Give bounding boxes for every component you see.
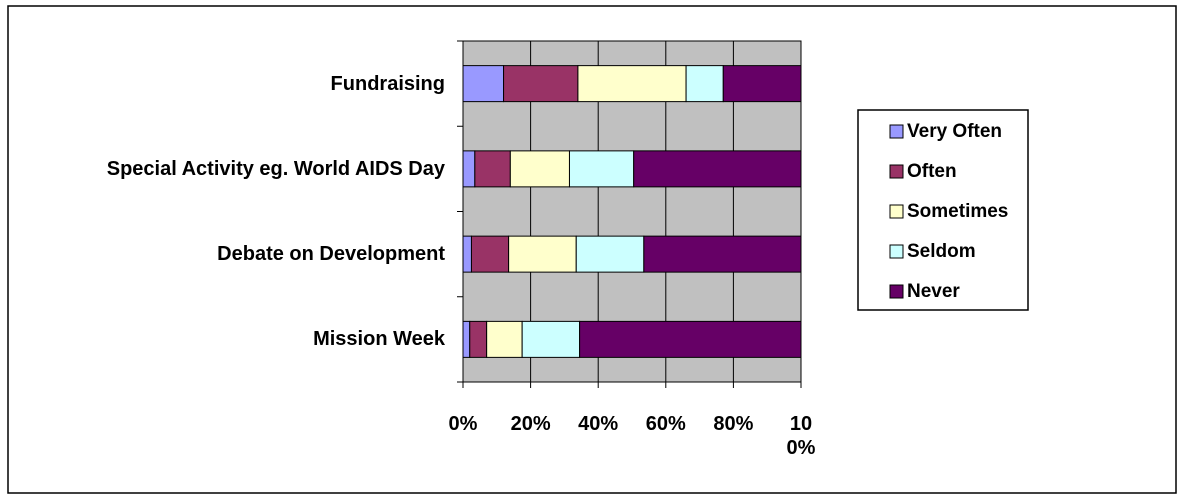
y-tick-label: Special Activity eg. World AIDS Day — [106, 157, 445, 180]
bar-segment — [462, 150, 476, 188]
legend-label: Often — [907, 161, 957, 182]
legend-swatch — [889, 124, 904, 139]
category-label-box: Debate on Development — [25, 242, 445, 266]
x-tick-label: 40% — [578, 413, 619, 435]
bar-segment — [470, 235, 510, 273]
bar-segment — [503, 65, 579, 103]
bar-segment — [643, 235, 802, 273]
bar-segment — [633, 150, 802, 188]
bar-segment — [685, 65, 724, 103]
x-tick-label: 100% — [786, 413, 816, 459]
category-label-box: Mission Week — [25, 327, 445, 351]
bar-segment — [462, 65, 505, 103]
bar-segment — [575, 235, 645, 273]
bar-segment — [722, 65, 802, 103]
legend-label: Sometimes — [907, 201, 1009, 222]
y-tick-label: Debate on Development — [217, 243, 445, 266]
x-tick-label: 0% — [448, 413, 478, 435]
bar-segment — [509, 150, 570, 188]
bar-segment — [462, 320, 471, 358]
bar-segment — [579, 320, 802, 358]
category-label-box: Special Activity eg. World AIDS Day — [25, 157, 445, 181]
legend-swatch — [889, 284, 904, 299]
x-tick-label: 20% — [510, 413, 551, 435]
x-tick-label: 60% — [645, 413, 686, 435]
bar-segment — [486, 320, 523, 358]
bar-segment — [568, 150, 635, 188]
x-tick-label: 80% — [713, 413, 754, 435]
bar-segment — [474, 150, 511, 188]
bar-segment — [577, 65, 687, 103]
bar-segment — [469, 320, 488, 358]
bar-segment — [462, 235, 472, 273]
legend-box — [857, 109, 1029, 311]
y-tick-label: Mission Week — [313, 328, 445, 351]
bar-segment — [508, 235, 577, 273]
category-label-box: Fundraising — [25, 72, 445, 96]
bar-segment — [521, 320, 581, 358]
legend-swatch — [889, 164, 904, 179]
legend-swatch — [889, 244, 904, 259]
legend-label: Seldom — [907, 241, 976, 262]
legend-swatch — [889, 204, 904, 219]
y-tick-label: Fundraising — [330, 72, 445, 95]
legend-label: Never — [907, 281, 960, 302]
legend-label: Very Often — [907, 121, 1003, 142]
